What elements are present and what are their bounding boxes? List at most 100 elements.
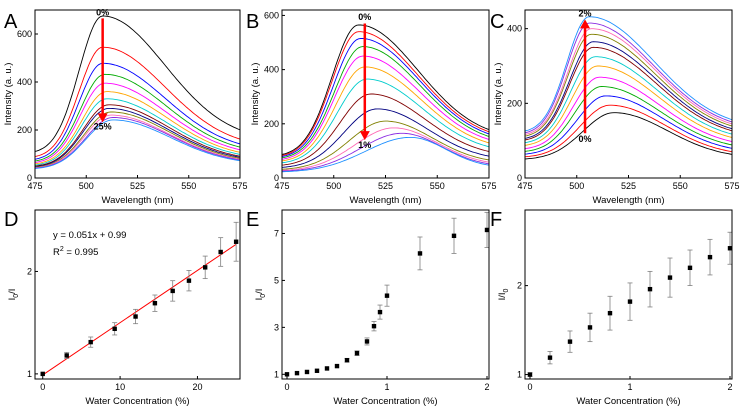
panel-label: A	[4, 11, 18, 33]
y-axis-label: Intensity (a. u.)	[493, 63, 504, 126]
y-tick-label: 1	[274, 369, 279, 379]
data-point	[527, 372, 533, 377]
data-point	[384, 293, 390, 298]
x-tick-label: 575	[232, 181, 247, 191]
spectrum-line	[282, 108, 489, 168]
spectrum-line	[282, 66, 489, 162]
x-tick-label: 475	[517, 181, 532, 191]
y-tick-label: 2	[517, 281, 522, 291]
y-axis-label-main: I/I	[497, 292, 508, 300]
spectrum-line	[525, 16, 732, 132]
data-point	[627, 299, 633, 304]
panel-b: Intensity (a. u.) 0% 1% 475 500 525 550 575 0 200…	[246, 9, 497, 206]
y-tick-label: 600	[17, 29, 32, 39]
y-axis-label-main: I	[7, 298, 18, 301]
x-axis-label: Wavelength (nm)	[102, 195, 174, 206]
y-tick-label: 5	[274, 275, 279, 285]
fit-r2: R2 = 0.995	[53, 246, 98, 258]
spectrum-line	[525, 86, 732, 152]
data-point	[324, 366, 330, 371]
x-tick-label: 20	[192, 382, 202, 392]
spectrum-line	[282, 120, 489, 170]
y-tick-label: 0	[517, 173, 522, 183]
spectrum-line	[35, 98, 240, 166]
spectrum-line	[35, 73, 240, 162]
y-tick-label: 2	[27, 266, 32, 276]
r2-sup: 2	[60, 246, 64, 253]
data-point	[88, 339, 93, 345]
panel-label: B	[246, 11, 259, 33]
spectrum-line	[35, 117, 240, 169]
data-point	[202, 265, 208, 270]
spectrum-line	[525, 76, 732, 150]
x-tick-label: 550	[181, 181, 196, 191]
y-axis-label: Intensity (a. u.)	[3, 63, 14, 126]
x-axis-label: Water Concentration (%)	[85, 396, 189, 407]
panel-label: C	[490, 11, 504, 33]
panel-label: D	[4, 209, 18, 231]
fit-equation: y = 0.051x + 0.99	[53, 230, 126, 241]
y-tick-label: 400	[507, 24, 522, 34]
panel-a: Intensity (a. u.) 0% 25% 475 500 525 550 575 0 20…	[3, 7, 248, 206]
y-axis-label: Intensity (a. u.)	[250, 63, 261, 126]
axes-frame	[524, 209, 733, 380]
y-tick-label: 0	[274, 173, 279, 183]
spectrum-line	[35, 91, 240, 165]
data-point	[354, 350, 360, 356]
spectrum-line	[35, 82, 240, 163]
y-tick-label: 1	[517, 370, 522, 380]
x-tick-label: 500	[79, 181, 94, 191]
data-point	[587, 325, 593, 330]
panel-c: Intensity (a. u.) 2% 0% 475 500 525 550 575 0 200…	[490, 9, 740, 206]
spectrum-line	[282, 93, 489, 166]
data-point	[218, 249, 223, 255]
spectrum-line	[525, 22, 732, 134]
y-tick-label: 400	[17, 77, 32, 87]
x-tick-label: 525	[378, 181, 393, 191]
x-tick-label: 2	[484, 382, 489, 392]
annotation-label: 2%	[579, 9, 592, 19]
spectrum-line	[282, 24, 489, 155]
y-axis-label-main: I	[254, 298, 265, 301]
data-point	[314, 368, 320, 373]
x-tick-label: 575	[724, 181, 739, 191]
y-tick-label: 0	[27, 173, 32, 183]
annotation-label: 25%	[94, 121, 112, 131]
data-point	[417, 251, 423, 256]
y-tick-label: 3	[274, 322, 279, 332]
spectrum-line	[35, 114, 240, 169]
r2-value: = 0.995	[64, 247, 99, 258]
x-axis-label: Water Concentration (%)	[576, 396, 680, 407]
spectrum-line	[282, 127, 489, 171]
data-point	[344, 358, 350, 363]
x-tick-label: 550	[673, 181, 688, 191]
data-point	[484, 227, 490, 233]
x-tick-label: 475	[27, 181, 42, 191]
data-point	[40, 371, 45, 377]
data-point	[687, 265, 693, 271]
x-tick-label: 1	[627, 382, 632, 392]
x-tick-label: 2	[727, 382, 732, 392]
spectrum-line	[35, 104, 240, 167]
x-axis-label: Wavelength (nm)	[350, 195, 422, 206]
x-tick-label: 550	[430, 181, 445, 191]
y-axis-label-sub: 0	[503, 288, 510, 292]
data-point	[364, 339, 370, 344]
data-point	[64, 353, 69, 358]
data-point	[547, 355, 553, 360]
spectrum-line	[525, 95, 732, 155]
annotation-label: 0%	[579, 134, 592, 144]
spectrum-line	[525, 56, 732, 144]
y-axis-label: I0/I	[7, 289, 20, 301]
data-point	[170, 288, 175, 294]
spectrum-line	[525, 112, 732, 160]
data-point	[667, 275, 673, 280]
data-point	[294, 370, 300, 376]
spectrum-line	[282, 46, 489, 159]
x-tick-label: 1	[384, 382, 389, 392]
x-tick-label: 525	[130, 181, 145, 191]
x-tick-label: 475	[274, 181, 289, 191]
